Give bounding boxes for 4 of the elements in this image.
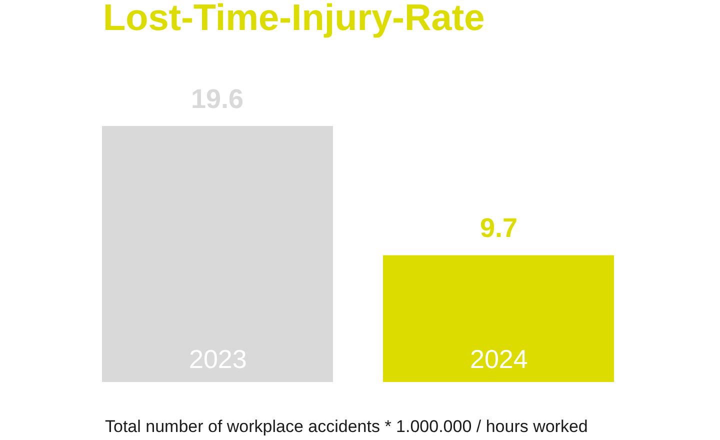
chart-title: Lost-Time-Injury-Rate	[103, 0, 485, 38]
data-label: 9.7	[480, 213, 518, 243]
text: Total number of workplace accidents * 1.000.000 / hours worked	[105, 417, 588, 436]
x-tick-label: 2024	[470, 344, 528, 374]
